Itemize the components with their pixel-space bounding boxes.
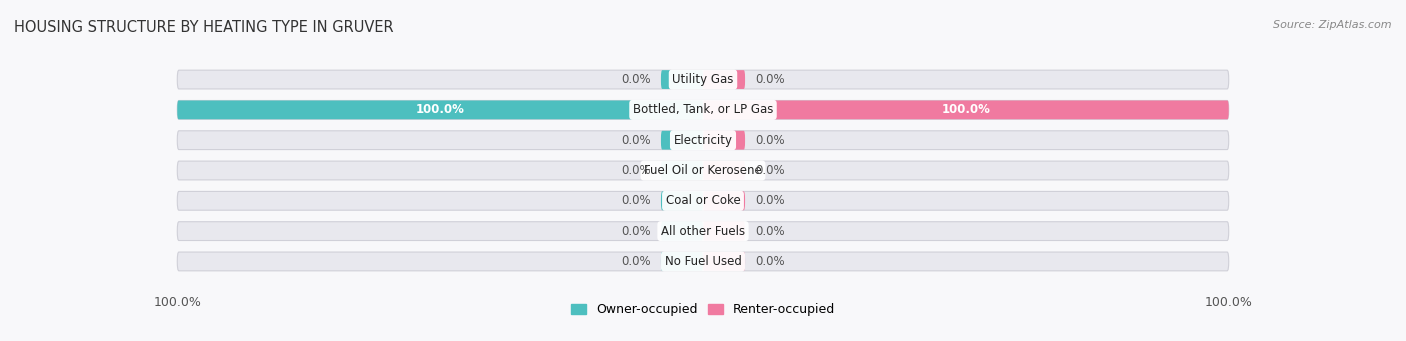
Text: Source: ZipAtlas.com: Source: ZipAtlas.com [1274, 20, 1392, 30]
Text: 0.0%: 0.0% [621, 225, 651, 238]
FancyBboxPatch shape [661, 191, 703, 210]
Text: 0.0%: 0.0% [755, 194, 785, 207]
Text: 100.0%: 100.0% [416, 103, 464, 116]
Legend: Owner-occupied, Renter-occupied: Owner-occupied, Renter-occupied [567, 298, 839, 321]
FancyBboxPatch shape [177, 101, 703, 119]
Text: HOUSING STRUCTURE BY HEATING TYPE IN GRUVER: HOUSING STRUCTURE BY HEATING TYPE IN GRU… [14, 20, 394, 35]
FancyBboxPatch shape [661, 131, 703, 150]
Text: Bottled, Tank, or LP Gas: Bottled, Tank, or LP Gas [633, 103, 773, 116]
Text: Coal or Coke: Coal or Coke [665, 194, 741, 207]
Text: 0.0%: 0.0% [621, 73, 651, 86]
Text: 0.0%: 0.0% [755, 225, 785, 238]
FancyBboxPatch shape [177, 101, 1229, 119]
FancyBboxPatch shape [177, 191, 1229, 210]
Text: 0.0%: 0.0% [621, 134, 651, 147]
FancyBboxPatch shape [177, 70, 1229, 89]
FancyBboxPatch shape [177, 161, 1229, 180]
Text: 0.0%: 0.0% [755, 73, 785, 86]
FancyBboxPatch shape [177, 131, 1229, 150]
Text: 0.0%: 0.0% [621, 255, 651, 268]
FancyBboxPatch shape [661, 161, 703, 180]
FancyBboxPatch shape [703, 161, 745, 180]
Text: No Fuel Used: No Fuel Used [665, 255, 741, 268]
FancyBboxPatch shape [703, 131, 745, 150]
FancyBboxPatch shape [703, 191, 745, 210]
FancyBboxPatch shape [661, 70, 703, 89]
Text: Electricity: Electricity [673, 134, 733, 147]
FancyBboxPatch shape [703, 222, 745, 240]
Text: 0.0%: 0.0% [755, 164, 785, 177]
FancyBboxPatch shape [661, 222, 703, 240]
FancyBboxPatch shape [177, 222, 1229, 240]
FancyBboxPatch shape [661, 252, 703, 271]
FancyBboxPatch shape [703, 252, 745, 271]
Text: 100.0%: 100.0% [942, 103, 990, 116]
Text: 0.0%: 0.0% [621, 164, 651, 177]
Text: Fuel Oil or Kerosene: Fuel Oil or Kerosene [644, 164, 762, 177]
Text: 0.0%: 0.0% [755, 134, 785, 147]
Text: 0.0%: 0.0% [621, 194, 651, 207]
FancyBboxPatch shape [177, 252, 1229, 271]
Text: 0.0%: 0.0% [755, 255, 785, 268]
Text: All other Fuels: All other Fuels [661, 225, 745, 238]
Text: Utility Gas: Utility Gas [672, 73, 734, 86]
FancyBboxPatch shape [703, 101, 1229, 119]
FancyBboxPatch shape [703, 70, 745, 89]
